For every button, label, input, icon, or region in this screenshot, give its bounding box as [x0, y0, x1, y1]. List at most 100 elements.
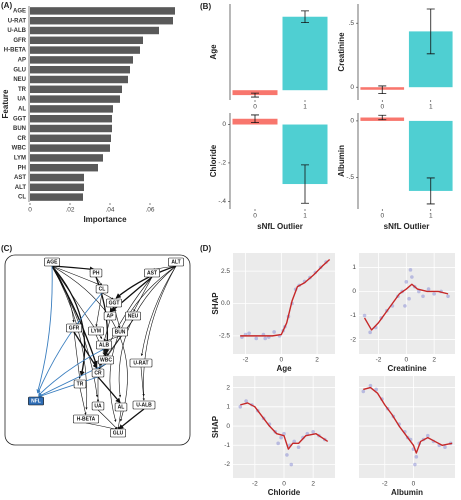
x-tick-label: 0	[412, 481, 416, 488]
y-tick-label: AGE	[13, 8, 26, 14]
y-tick-label: 0.0	[221, 300, 230, 307]
x-tick-label: 1	[429, 104, 433, 111]
bar	[30, 183, 84, 192]
y-tick-label: WBC	[12, 146, 27, 152]
node-box	[112, 327, 128, 337]
node-box	[106, 298, 122, 308]
y-tick-label: UA	[17, 97, 26, 103]
point	[272, 330, 276, 334]
y-tick-label: -2.5	[219, 333, 231, 340]
y-tick-label: -2	[224, 461, 230, 468]
node-box	[168, 257, 184, 267]
edge	[51, 265, 88, 410]
y-tick-label: LYM	[14, 155, 26, 161]
point	[279, 435, 283, 440]
x-tick-label: -2	[252, 481, 258, 488]
y-axis-label: Albumin	[337, 145, 346, 177]
node-box	[66, 323, 82, 333]
y-tick-label: 0	[350, 118, 354, 125]
y-tick-label: U-ALB	[7, 28, 26, 34]
point	[296, 445, 301, 450]
x-tick-label: .06	[145, 207, 154, 214]
x-tick-label: 1	[303, 213, 307, 220]
node-box	[88, 326, 104, 336]
point	[285, 453, 289, 457]
error-bar	[301, 10, 309, 24]
point	[432, 292, 436, 296]
node-label: U-RAT	[133, 361, 148, 367]
point	[408, 268, 413, 272]
point	[426, 287, 431, 291]
bar	[30, 105, 113, 113]
edge	[109, 265, 177, 423]
bar	[30, 124, 112, 133]
x-tick-label: -2	[243, 357, 249, 364]
node-label: GLU	[113, 431, 124, 437]
node-label: U-ALB	[136, 403, 152, 409]
y-axis-label: Age	[209, 44, 218, 60]
x-tick-label: 0	[253, 213, 257, 220]
x-tick-label: .04	[105, 207, 114, 214]
bar	[30, 173, 84, 182]
y-axis-label: Feature	[1, 89, 10, 118]
y-tick-label: NEU	[13, 77, 26, 83]
bar	[30, 144, 110, 152]
node-label: LYM	[91, 329, 101, 335]
edge	[51, 265, 96, 272]
edge	[140, 366, 145, 401]
node-label: PH	[93, 271, 100, 277]
y-tick-label: AP	[18, 57, 26, 63]
node-box	[114, 402, 128, 412]
panel-label: (B)	[200, 2, 211, 11]
node-label: AGE	[47, 260, 59, 266]
point	[404, 280, 409, 284]
x-axis-label: Age	[276, 364, 292, 373]
error-bar	[378, 114, 387, 121]
edge	[97, 409, 118, 430]
error-bar	[251, 92, 259, 98]
x-tick-label: 0	[380, 213, 384, 220]
bar	[30, 95, 120, 103]
x-tick-label: 0	[380, 104, 384, 111]
node-box	[91, 401, 105, 411]
node-box	[103, 311, 117, 321]
x-tick-label: 1	[303, 104, 307, 111]
error-bar	[251, 114, 259, 123]
node-box	[129, 358, 153, 368]
x-tick-label: 0	[404, 357, 408, 364]
edge	[38, 363, 107, 397]
bar	[30, 36, 143, 45]
y-tick-label: GLU	[13, 67, 26, 73]
edge	[97, 376, 121, 404]
plot-background	[359, 376, 455, 478]
y-tick-label: -.2	[218, 160, 226, 167]
point	[247, 331, 251, 336]
node-label: WBC	[100, 358, 112, 364]
node-box	[91, 368, 105, 378]
node-label: AL	[118, 405, 125, 411]
bar	[30, 26, 159, 35]
y-tick-label: -1	[224, 442, 230, 449]
node-label: BUN	[115, 330, 126, 336]
edge	[118, 265, 177, 398]
edge	[133, 276, 153, 312]
node-label: CR	[94, 371, 102, 377]
y-tick-label: CR	[17, 136, 26, 142]
point	[361, 389, 366, 394]
point	[282, 431, 286, 436]
y-tick-label: BUN	[13, 126, 26, 132]
bar	[30, 75, 128, 84]
y-tick-label: AL	[18, 106, 26, 112]
panel-label: (A)	[1, 1, 12, 10]
node-box	[96, 340, 112, 350]
point	[244, 399, 248, 403]
y-tick-label: U-RAT	[8, 18, 27, 24]
fit-line	[240, 258, 331, 337]
node-box	[73, 414, 100, 424]
point	[425, 433, 430, 438]
point	[238, 404, 243, 409]
bar	[30, 134, 111, 143]
node-label: GGT	[109, 301, 120, 307]
y-tick-label: -.4	[218, 198, 226, 205]
